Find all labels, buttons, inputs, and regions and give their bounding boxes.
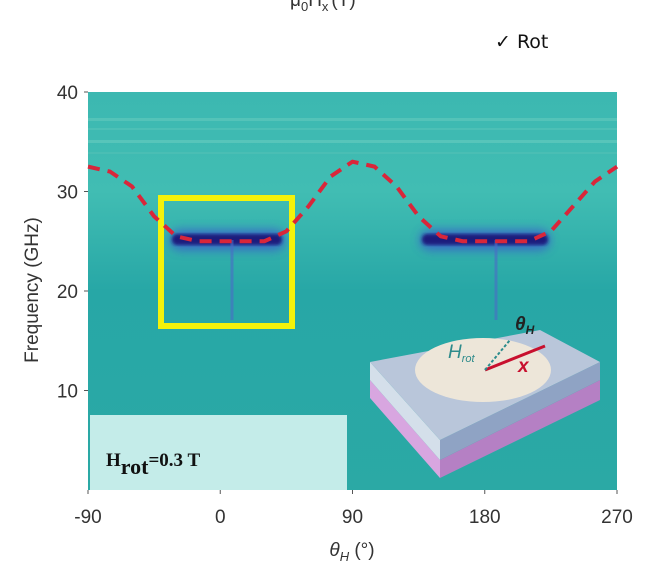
y-axis-label: Frequency (GHz) — [22, 217, 43, 363]
annotation-part: rot — [121, 454, 149, 479]
x-label-part: (°) — [349, 540, 375, 561]
title-part: x — [322, 0, 329, 14]
highlight-box — [158, 195, 295, 329]
inset-diagram: Hrot θH x — [370, 314, 600, 478]
inset-label-part: rot — [462, 353, 476, 365]
annotation: Hrot=0.3 T — [106, 450, 200, 479]
title-part: 0 — [301, 0, 308, 14]
y-tick-label: 10 — [57, 382, 78, 403]
y-tick-label: 30 — [57, 183, 78, 204]
annotation-box — [90, 415, 347, 490]
inset-label: x — [517, 356, 530, 377]
x-tick-label: 270 — [601, 507, 633, 528]
x-axis-label: θH (°) — [329, 540, 374, 561]
y-tick-label: 40 — [57, 83, 78, 104]
x-tick-label: 180 — [469, 507, 501, 528]
x-label-part: θ — [329, 540, 340, 561]
dashed-curve — [87, 159, 619, 244]
inset-label-part: H — [526, 323, 535, 337]
x-label-part: H — [340, 549, 350, 561]
inset-label: θH — [515, 314, 535, 337]
title-part: (T) — [331, 0, 355, 11]
x-tick-label: -90 — [74, 507, 101, 528]
annotation-part: H — [106, 450, 121, 471]
inset-label-part: H — [448, 342, 462, 363]
inset-label: Hrot — [448, 342, 476, 365]
y-tick-label: 20 — [57, 282, 78, 303]
slide-text: ✓ Rot — [495, 31, 548, 53]
annotation-part: =0.3 T — [148, 450, 200, 471]
chart-title: μ0Hx (T) — [290, 0, 356, 14]
noise-stripes — [88, 118, 617, 154]
x-tick-label: 0 — [215, 507, 226, 528]
x-tick-label: 90 — [342, 507, 363, 528]
inset-label-part: θ — [515, 314, 526, 335]
title-part: H — [308, 0, 322, 11]
title-part: μ — [290, 0, 301, 11]
